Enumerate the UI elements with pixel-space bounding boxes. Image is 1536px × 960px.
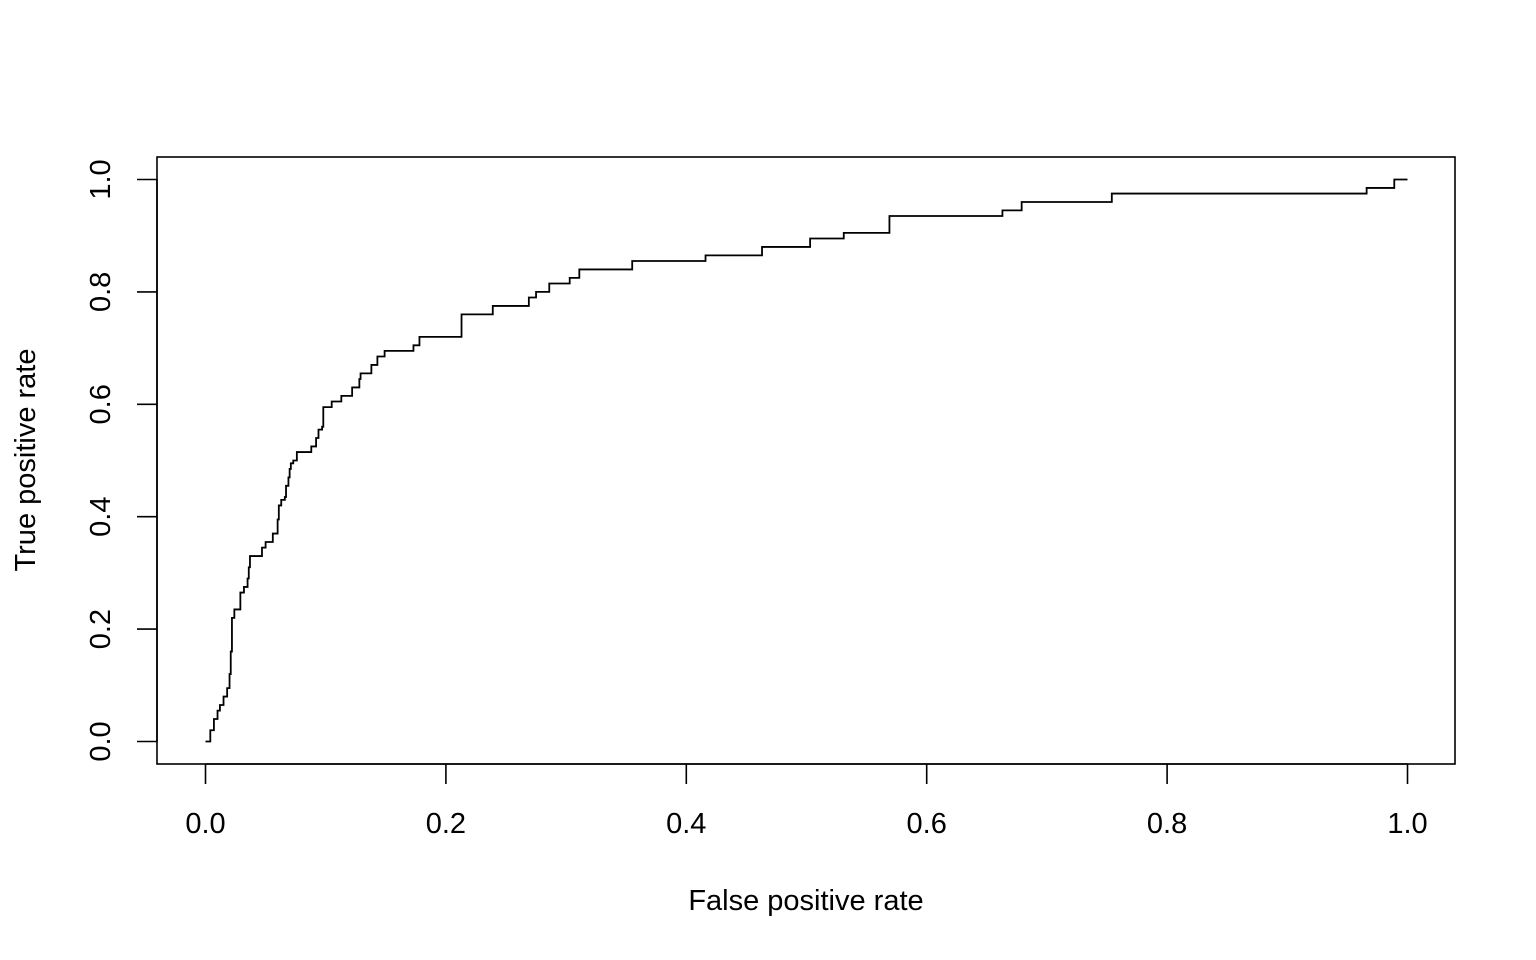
plot-frame	[156, 156, 1456, 765]
x-tick-label: 0.8	[1147, 808, 1187, 840]
x-tick-label: 0.6	[907, 808, 947, 840]
y-tick-label: 1.0	[85, 159, 117, 199]
y-tick-label: 0.8	[85, 272, 117, 312]
y-tick-label: 0.4	[85, 497, 117, 537]
x-axis: 0.0 0.2 0.4 0.6 0.8 1.0	[185, 763, 1428, 840]
roc-curve-line	[205, 178, 1408, 743]
x-axis-title: False positive rate	[688, 885, 923, 917]
y-tick-label: 0.2	[85, 609, 117, 649]
y-tick-label: 0.0	[85, 721, 117, 761]
x-tick-label: 0.0	[185, 808, 225, 840]
x-tick-label: 0.2	[426, 808, 466, 840]
x-tick-label: 1.0	[1387, 808, 1427, 840]
y-axis-title: True positive rate	[10, 349, 42, 572]
y-axis: 0.0 0.2 0.4 0.6 0.8 1.0	[85, 159, 158, 762]
y-tick-label: 0.6	[85, 384, 117, 424]
x-tick-label: 0.4	[666, 808, 706, 840]
